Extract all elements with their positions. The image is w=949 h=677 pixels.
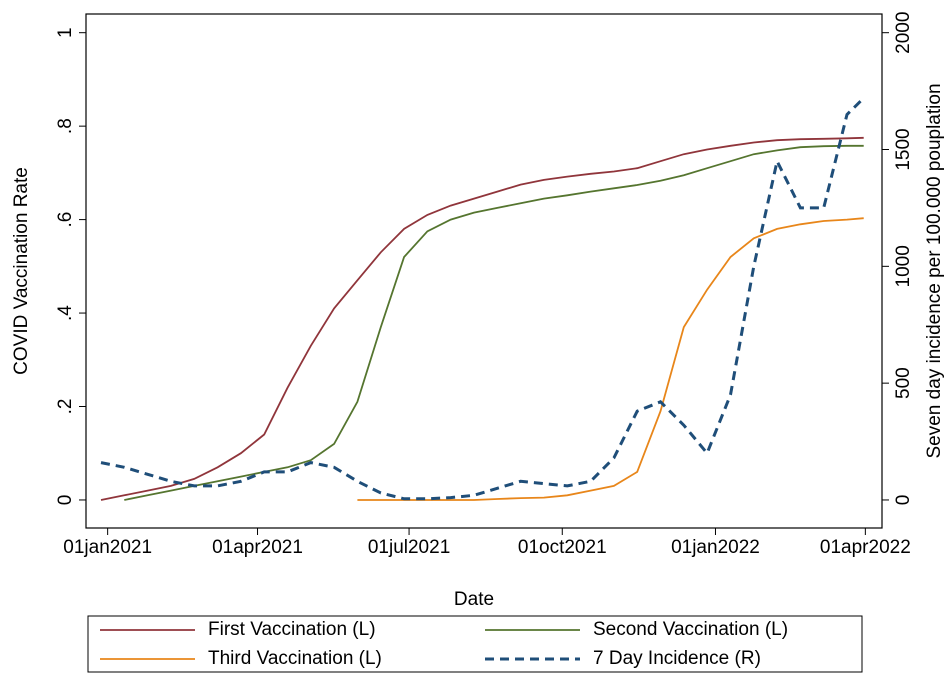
y2-tick-label: 1500 <box>893 128 914 170</box>
y2-tick-label: 1000 <box>893 245 914 287</box>
y2-tick-label: 0 <box>893 495 914 506</box>
y-tick-label: .6 <box>55 212 76 228</box>
legend-label: 7 Day Incidence (R) <box>593 648 761 669</box>
y2-axis-title: Seven day incidence per 100.000 pouplati… <box>924 83 945 458</box>
y-tick-label: 1 <box>55 27 76 38</box>
y-tick-label: .2 <box>55 399 76 415</box>
y-axis-title: COVID Vaccination Rate <box>11 167 32 375</box>
y-tick-label: 0 <box>55 495 76 506</box>
series-line <box>124 144 864 501</box>
x-tick-label: 01apr2021 <box>212 537 303 558</box>
series-line <box>100 97 865 501</box>
x-tick-label: 01apr2022 <box>820 537 911 558</box>
x-axis-title: Date <box>454 589 494 610</box>
y-tick-label: .8 <box>55 118 76 134</box>
legend-label: Third Vaccination (L) <box>208 648 382 669</box>
x-tick-label: 01jul2021 <box>368 537 450 558</box>
x-tick-label: 01oct2021 <box>518 537 607 558</box>
legend-label: Second Vaccination (L) <box>593 619 788 640</box>
series-line <box>100 136 864 501</box>
x-tick-label: 01jan2021 <box>63 537 152 558</box>
plot-frame <box>85 13 883 529</box>
y-tick-label: .4 <box>55 305 76 321</box>
legend-label: First Vaccination (L) <box>208 619 376 640</box>
y2-tick-label: 2000 <box>893 12 914 54</box>
x-tick-label: 01jan2022 <box>671 537 760 558</box>
y2-tick-label: 500 <box>893 367 914 399</box>
series-line <box>357 217 864 501</box>
legend-box <box>87 615 863 673</box>
